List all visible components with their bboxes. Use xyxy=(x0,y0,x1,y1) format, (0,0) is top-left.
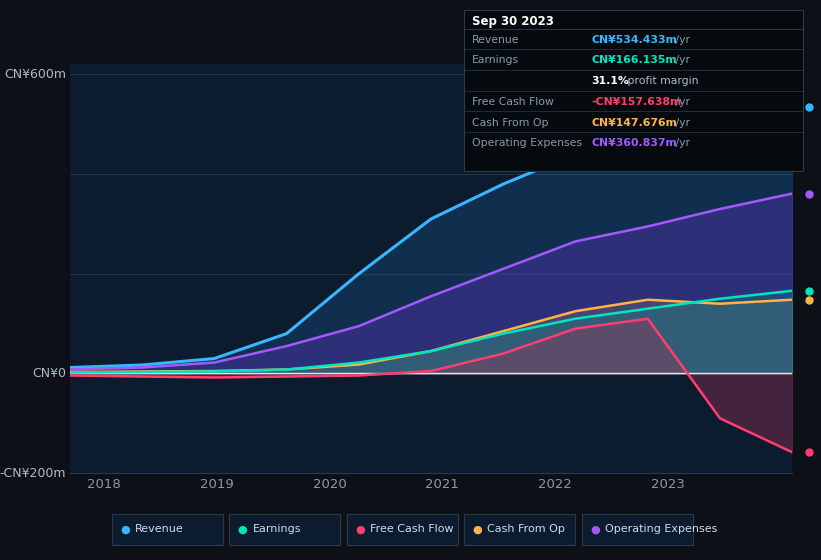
Text: -CN¥200m: -CN¥200m xyxy=(0,466,67,480)
Text: Operating Expenses: Operating Expenses xyxy=(472,138,582,148)
Text: profit margin: profit margin xyxy=(624,76,699,86)
Text: Free Cash Flow: Free Cash Flow xyxy=(472,97,554,107)
Text: /yr: /yr xyxy=(672,55,690,66)
Text: CN¥166.135m: CN¥166.135m xyxy=(591,55,677,66)
Text: /yr: /yr xyxy=(672,138,690,148)
Text: ●: ● xyxy=(473,524,482,534)
Text: ●: ● xyxy=(121,524,130,534)
Text: /yr: /yr xyxy=(672,118,690,128)
Text: ●: ● xyxy=(590,524,599,534)
Text: Free Cash Flow: Free Cash Flow xyxy=(370,524,453,534)
Text: CN¥147.676m: CN¥147.676m xyxy=(591,118,677,128)
Text: /yr: /yr xyxy=(672,35,690,45)
Text: Operating Expenses: Operating Expenses xyxy=(605,524,717,534)
Text: CN¥600m: CN¥600m xyxy=(4,68,67,81)
Text: CN¥0: CN¥0 xyxy=(32,367,67,380)
Text: CN¥360.837m: CN¥360.837m xyxy=(591,138,677,148)
Text: Sep 30 2023: Sep 30 2023 xyxy=(472,15,554,28)
Text: ●: ● xyxy=(355,524,365,534)
Text: Earnings: Earnings xyxy=(253,524,301,534)
Text: /yr: /yr xyxy=(672,97,690,107)
Text: Earnings: Earnings xyxy=(472,55,519,66)
Text: Revenue: Revenue xyxy=(472,35,520,45)
Text: Cash From Op: Cash From Op xyxy=(488,524,565,534)
Text: Revenue: Revenue xyxy=(135,524,184,534)
Text: 31.1%: 31.1% xyxy=(591,76,629,86)
Text: -CN¥157.638m: -CN¥157.638m xyxy=(591,97,681,107)
Text: CN¥534.433m: CN¥534.433m xyxy=(591,35,677,45)
Text: ●: ● xyxy=(238,524,247,534)
Text: Cash From Op: Cash From Op xyxy=(472,118,548,128)
